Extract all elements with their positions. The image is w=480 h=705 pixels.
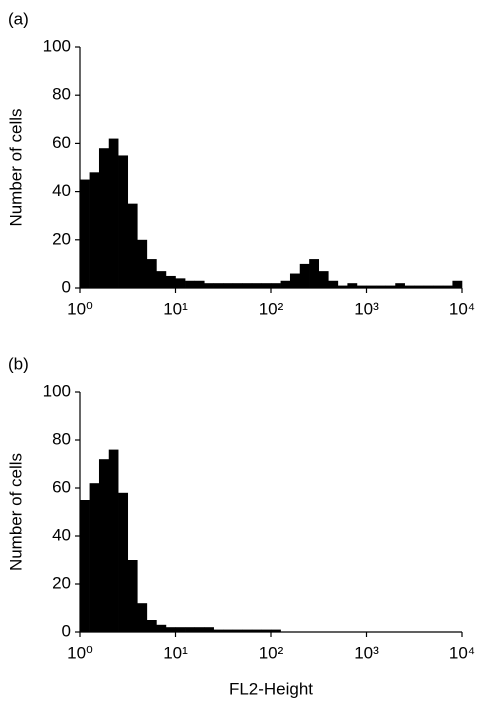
bar xyxy=(251,283,262,288)
bar xyxy=(395,283,405,288)
y-tick-label: 40 xyxy=(52,181,71,200)
bar xyxy=(108,138,119,288)
bar xyxy=(137,603,148,632)
x-tick-label: 10⁴ xyxy=(449,299,475,318)
bar xyxy=(452,280,463,288)
bar xyxy=(165,275,176,288)
bar xyxy=(404,285,415,288)
y-tick-label: 0 xyxy=(62,277,71,296)
x-tick-label: 10¹ xyxy=(163,643,188,662)
bar xyxy=(337,285,348,288)
x-tick-label: 10² xyxy=(259,643,284,662)
bar xyxy=(89,483,100,632)
bar xyxy=(213,629,224,632)
bar xyxy=(309,259,320,288)
bar xyxy=(127,203,138,288)
bar xyxy=(223,629,234,632)
bar xyxy=(98,459,110,632)
y-tick-label: 20 xyxy=(52,229,71,248)
bar xyxy=(433,285,444,288)
bar xyxy=(146,620,157,632)
x-tick-label: 10⁰ xyxy=(67,643,93,662)
bar xyxy=(261,283,272,288)
bar xyxy=(118,492,129,632)
y-tick-label: 0 xyxy=(62,621,71,640)
y-axis-label: Number of cells xyxy=(6,453,25,571)
bar xyxy=(118,155,129,288)
y-tick-label: 20 xyxy=(52,573,71,592)
bar xyxy=(213,283,224,288)
bar xyxy=(108,449,119,632)
bar xyxy=(165,627,176,632)
bar xyxy=(271,629,281,632)
panel-label: (a) xyxy=(8,9,29,28)
y-tick-label: 100 xyxy=(43,381,71,400)
bar xyxy=(194,627,205,632)
x-tick-label: 10³ xyxy=(354,643,379,662)
x-tick-label: 10³ xyxy=(354,299,379,318)
y-tick-label: 40 xyxy=(52,525,71,544)
x-axis-label: FL2-Height xyxy=(229,679,313,698)
bar xyxy=(89,172,100,288)
x-tick-label: 10² xyxy=(259,299,284,318)
bar xyxy=(146,259,157,288)
bar xyxy=(156,271,167,288)
bar xyxy=(442,285,453,288)
bar xyxy=(98,148,110,288)
bar xyxy=(175,278,186,288)
x-tick-label: 10⁰ xyxy=(67,299,93,318)
bar xyxy=(251,629,262,632)
x-tick-label: 10¹ xyxy=(163,299,188,318)
bar xyxy=(242,283,253,288)
y-tick-label: 60 xyxy=(52,133,71,152)
bar xyxy=(414,285,425,288)
y-tick-label: 80 xyxy=(52,85,71,104)
bar xyxy=(137,239,148,288)
bar xyxy=(366,285,377,288)
bar xyxy=(328,280,339,288)
bar xyxy=(204,627,214,632)
bar xyxy=(423,285,434,288)
bar xyxy=(156,624,167,632)
y-tick-label: 100 xyxy=(43,36,71,55)
bar xyxy=(261,629,272,632)
bar xyxy=(185,280,195,288)
bar xyxy=(204,283,214,288)
bar xyxy=(185,627,195,632)
bar xyxy=(385,285,396,288)
bar xyxy=(271,283,281,288)
bar xyxy=(356,285,367,288)
x-tick-label: 10⁴ xyxy=(449,643,475,662)
bar xyxy=(347,283,358,288)
y-tick-label: 60 xyxy=(52,477,71,496)
bar xyxy=(299,263,310,288)
bar xyxy=(242,629,253,632)
bar xyxy=(232,629,243,632)
bar xyxy=(289,273,301,288)
bar xyxy=(194,280,205,288)
bar xyxy=(376,285,386,288)
bar xyxy=(223,283,234,288)
panel-label: (b) xyxy=(8,354,29,373)
bar xyxy=(280,280,291,288)
bar xyxy=(232,283,243,288)
bar xyxy=(80,500,90,632)
y-axis-label: Number of cells xyxy=(6,108,25,226)
y-tick-label: 80 xyxy=(52,429,71,448)
bar xyxy=(80,179,90,288)
bar xyxy=(318,271,329,288)
bar xyxy=(175,627,186,632)
bar xyxy=(127,560,138,632)
